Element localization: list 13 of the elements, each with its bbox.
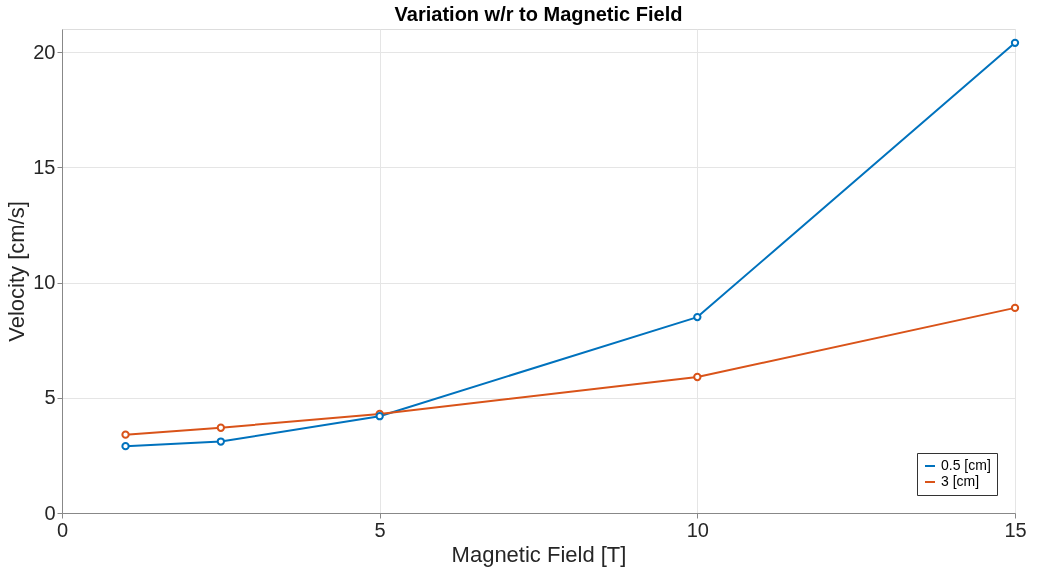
y-tick-label: 0	[44, 501, 56, 524]
x-tick-label: 15	[1004, 518, 1027, 541]
legend-label: 0.5 [cm]	[941, 457, 991, 473]
y-axis-title: Velocity [cm/s]	[4, 201, 30, 342]
y-tick-label: 5	[44, 386, 56, 409]
y-tick-label: 15	[33, 155, 56, 178]
y-tick-label: 10	[33, 271, 56, 294]
x-axis-title: Magnetic Field [T]	[451, 541, 627, 567]
y-tick-label: 20	[33, 40, 56, 63]
legend-label: 3 [cm]	[941, 473, 980, 489]
x-tick-label: 5	[374, 518, 386, 541]
chart-title: Variation w/r to Magnetic Field	[394, 3, 683, 25]
x-tick-label: 10	[686, 518, 709, 541]
